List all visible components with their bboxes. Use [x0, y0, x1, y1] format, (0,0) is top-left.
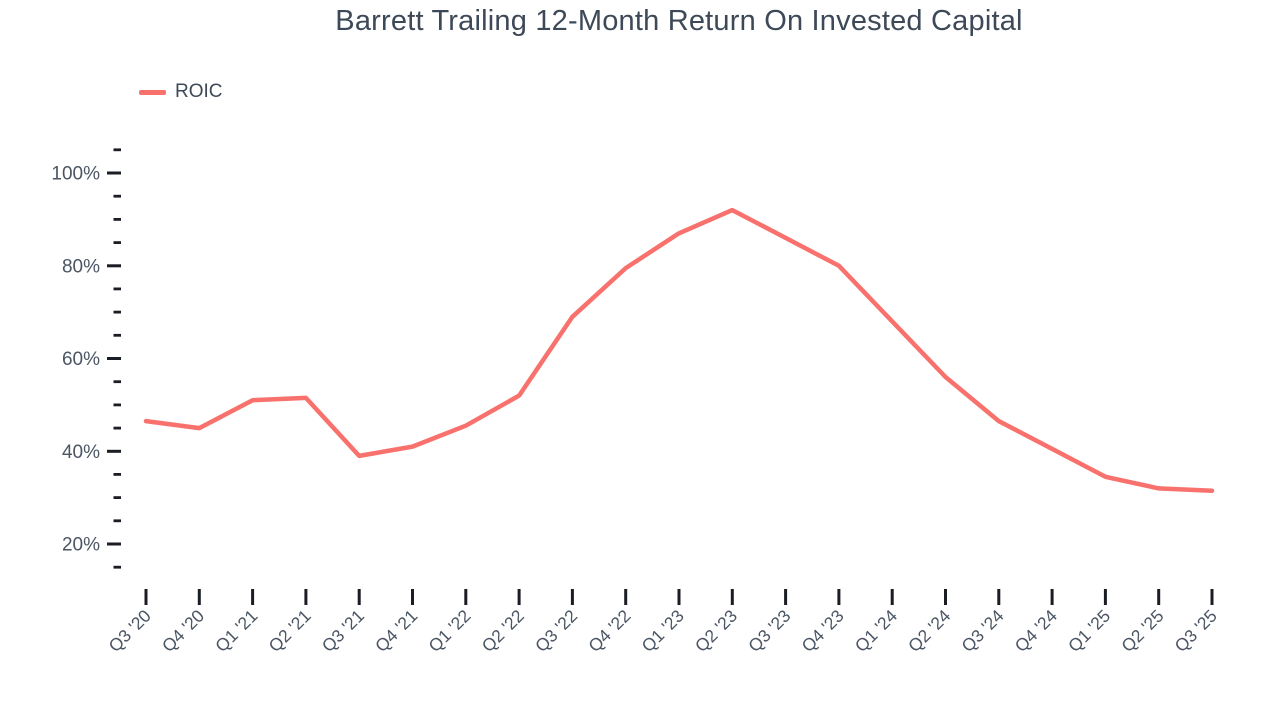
x-axis-label: Q1 '23	[638, 606, 688, 656]
x-axis-tick	[944, 589, 947, 605]
y-axis-minor-tick	[113, 426, 121, 430]
y-axis-label: 60%	[62, 349, 100, 370]
x-axis-tick	[357, 589, 361, 605]
y-axis-minor-tick	[113, 218, 121, 221]
x-axis-label: Q2 '21	[265, 606, 315, 656]
legend: ROIC	[139, 81, 223, 103]
x-axis-label: Q3 '23	[744, 606, 794, 656]
x-axis-tick	[1103, 589, 1107, 605]
x-axis-label: Q3 '25	[1171, 606, 1221, 656]
y-axis-label: 100%	[51, 164, 100, 185]
x-axis-tick	[1157, 589, 1161, 605]
x-axis-label: Q3 '24	[957, 605, 1007, 655]
x-axis-label: Q2 '24	[904, 605, 954, 655]
y-axis-minor-tick	[113, 333, 121, 337]
x-axis-tick	[144, 589, 148, 605]
chart-title: Barrett Trailing 12-Month Return On Inve…	[335, 5, 1023, 37]
y-axis-major-tick	[107, 542, 121, 546]
y-axis-minor-tick	[113, 194, 121, 198]
x-axis-tick	[251, 589, 255, 605]
x-axis-tick	[730, 589, 734, 605]
x-axis-tick	[624, 589, 628, 605]
x-axis-label: Q1 '22	[424, 606, 474, 656]
x-axis-label: Q4 '23	[798, 606, 848, 656]
x-axis-label: Q2 '22	[478, 606, 528, 656]
x-axis-label: Q3 '21	[318, 606, 368, 656]
y-axis-minor-tick	[113, 496, 121, 499]
y-axis-major-tick	[107, 264, 121, 268]
y-axis-label: 40%	[62, 442, 100, 463]
y-axis-minor-tick	[113, 241, 121, 244]
y-axis-label: 80%	[62, 256, 100, 277]
y-axis-minor-tick	[113, 148, 121, 152]
y-axis-minor-tick	[113, 519, 121, 523]
x-axis-label: Q1 '24	[851, 605, 901, 655]
y-axis-minor-tick	[113, 473, 121, 476]
x-axis-tick	[570, 589, 574, 605]
x-axis-tick	[784, 589, 788, 605]
x-axis-label: Q2 '25	[1117, 606, 1167, 656]
x-axis-label: Q3 '20	[105, 605, 155, 655]
y-axis-minor-tick	[113, 403, 121, 407]
x-axis-label: Q4 '24	[1011, 605, 1061, 655]
y-axis-minor-tick	[113, 287, 121, 291]
x-axis-tick	[197, 589, 201, 605]
legend-label: ROIC	[175, 81, 223, 102]
x-axis-label: Q3 '22	[531, 606, 581, 656]
x-axis-label: Q4 '22	[584, 606, 634, 656]
y-axis-major-tick	[107, 357, 121, 360]
x-axis-tick	[517, 589, 521, 605]
x-axis-tick	[837, 589, 841, 605]
y-axis-minor-tick	[113, 565, 121, 569]
x-axis-label: Q1 '25	[1064, 606, 1114, 656]
x-axis-label: Q2 '23	[691, 606, 741, 656]
x-axis-label: Q4 '21	[371, 606, 421, 656]
y-axis-minor-tick	[113, 380, 121, 384]
x-axis-tick	[1210, 589, 1214, 605]
y-axis-major-tick	[107, 171, 121, 175]
x-axis-tick	[411, 589, 414, 605]
x-axis-tick	[464, 589, 468, 605]
y-axis-label: 20%	[62, 535, 100, 556]
roic-line	[143, 207, 1215, 493]
x-axis-label: Q4 '20	[158, 605, 208, 655]
x-axis-tick	[677, 589, 681, 605]
x-axis-tick	[1050, 589, 1054, 605]
y-axis-major-tick	[107, 449, 121, 453]
x-axis-tick	[890, 589, 894, 605]
legend-line-swatch	[139, 89, 166, 95]
x-axis-label: Q1 '21	[211, 606, 261, 656]
x-axis-tick	[997, 589, 1001, 605]
x-axis-tick	[304, 589, 308, 605]
y-axis-minor-tick	[113, 310, 121, 314]
